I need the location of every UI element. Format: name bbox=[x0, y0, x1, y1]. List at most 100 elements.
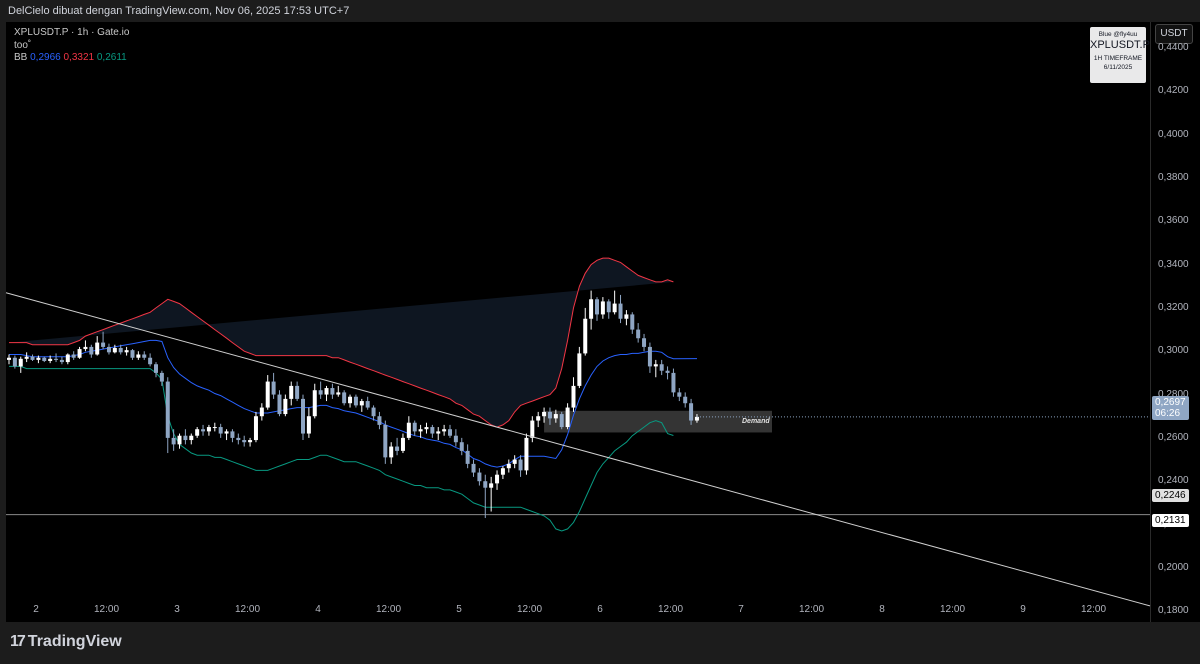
candle-body bbox=[665, 370, 670, 373]
candle-body bbox=[553, 414, 558, 419]
x-tick-label: 12:00 bbox=[93, 604, 120, 615]
candle-body bbox=[524, 437, 529, 471]
y-tick-label: 0,3200 bbox=[1158, 301, 1189, 313]
candle-body bbox=[495, 474, 500, 484]
y-tick-label: 0,1800 bbox=[1158, 605, 1189, 617]
candle-body bbox=[265, 381, 270, 408]
bollinger-lower-line bbox=[9, 365, 674, 532]
candle-body bbox=[83, 346, 88, 350]
x-tick-label: 12:00 bbox=[657, 604, 684, 615]
symbol-legend[interactable]: XPLUSDT.P · 1h · Gate.io bbox=[14, 27, 130, 38]
candle-body bbox=[65, 354, 70, 363]
candle-body bbox=[95, 342, 100, 355]
candle-body bbox=[442, 429, 447, 432]
candle-body bbox=[324, 388, 329, 395]
y-tick-label: 0,3400 bbox=[1158, 258, 1189, 270]
candle-body bbox=[647, 346, 652, 367]
candle-body bbox=[377, 416, 382, 425]
candle-body bbox=[542, 411, 547, 417]
candle-body bbox=[136, 354, 141, 358]
candle-body bbox=[653, 364, 658, 367]
attribution-bar: DelCielo dibuat dengan TradingView.com, … bbox=[0, 0, 1200, 22]
candle-body bbox=[606, 301, 611, 313]
candle-body bbox=[42, 357, 47, 361]
indicator-note: too˚ bbox=[14, 40, 32, 51]
candle-body bbox=[642, 338, 647, 347]
candle-body bbox=[636, 329, 641, 339]
candle-body bbox=[489, 483, 494, 488]
candle-body bbox=[201, 429, 206, 432]
x-tick-label: 4 bbox=[315, 604, 321, 615]
candle-body bbox=[659, 364, 664, 371]
candle-body bbox=[400, 437, 405, 451]
candle-body bbox=[689, 403, 694, 421]
last-price-value: 0,2697 bbox=[1155, 397, 1186, 408]
candle-body bbox=[471, 463, 476, 473]
candle-body bbox=[7, 357, 11, 360]
candle-body bbox=[348, 396, 353, 404]
candle-body bbox=[189, 435, 194, 441]
candle-body bbox=[295, 385, 300, 399]
x-tick-label: 5 bbox=[456, 604, 462, 615]
candle-body bbox=[159, 372, 164, 382]
candle-body bbox=[259, 407, 264, 417]
candle-body bbox=[218, 427, 223, 434]
footer-bar bbox=[0, 622, 1200, 664]
candle-body bbox=[195, 429, 200, 436]
info-symbol: XPLUSDT.P bbox=[1090, 39, 1150, 51]
candle-body bbox=[624, 314, 629, 319]
candle-body bbox=[477, 472, 482, 482]
bb-lower-value: 0,2611 bbox=[96, 52, 127, 63]
candle-body bbox=[424, 427, 429, 430]
tradingview-logo[interactable]: 17 TradingView bbox=[10, 633, 122, 651]
candle-body bbox=[301, 398, 305, 434]
candle-body bbox=[618, 303, 623, 319]
info-date: 6/11/2025 bbox=[1103, 64, 1133, 71]
attribution-text: DelCielo dibuat dengan TradingView.com, … bbox=[8, 5, 350, 17]
y-tick-label: 0,4400 bbox=[1158, 41, 1189, 53]
last-price-tag: 0,2697 06:26 bbox=[1152, 396, 1189, 420]
candle-body bbox=[583, 318, 588, 354]
candle-body bbox=[130, 350, 135, 358]
x-tick-label: 8 bbox=[879, 604, 885, 615]
candle-body bbox=[500, 468, 505, 475]
candle-body bbox=[512, 459, 517, 464]
demand-zone-label: Demand bbox=[742, 418, 770, 425]
y-tick-label: 0,2400 bbox=[1158, 475, 1189, 487]
candle-body bbox=[71, 354, 76, 358]
candle-body bbox=[112, 347, 117, 353]
candle-body bbox=[177, 435, 182, 445]
candle-body bbox=[248, 440, 253, 443]
candle-body bbox=[48, 358, 53, 361]
candle-body bbox=[371, 407, 376, 417]
x-tick-label: 7 bbox=[738, 604, 744, 615]
candle-body bbox=[24, 356, 29, 359]
candle-body bbox=[612, 303, 617, 313]
x-tick-label: 12:00 bbox=[1080, 604, 1107, 615]
candle-body bbox=[353, 396, 358, 406]
candle-body bbox=[436, 431, 441, 434]
candle-body bbox=[389, 446, 394, 458]
author-handle: Blue @fly4uu bbox=[1098, 31, 1138, 38]
bb-legend[interactable]: BB 0,2966 0,3321 0,2611 bbox=[14, 52, 127, 63]
candle-body bbox=[342, 392, 347, 404]
candle-body bbox=[465, 450, 470, 464]
candle-body bbox=[12, 357, 17, 367]
candle-body bbox=[206, 427, 211, 432]
candle-body bbox=[283, 398, 288, 415]
candle-body bbox=[224, 431, 229, 434]
bb-label: BB bbox=[14, 52, 28, 63]
candle-body bbox=[530, 420, 535, 438]
x-tick-label: 2 bbox=[33, 604, 39, 615]
candle-body bbox=[54, 358, 59, 360]
y-tick-label: 0,4000 bbox=[1158, 128, 1189, 140]
currency-button[interactable]: USDT bbox=[1155, 24, 1193, 44]
candle-body bbox=[212, 427, 217, 429]
tradingview-logo-icon: 17 bbox=[10, 633, 26, 650]
watermark-info-box: Blue @fly4uu XPLUSDT.P 1H TIMEFRAME 6/11… bbox=[1090, 27, 1150, 83]
x-tick-label: 6 bbox=[597, 604, 603, 615]
candle-body bbox=[483, 481, 488, 488]
candle-body bbox=[406, 422, 411, 438]
y-tick-label: 0,4200 bbox=[1158, 85, 1189, 97]
